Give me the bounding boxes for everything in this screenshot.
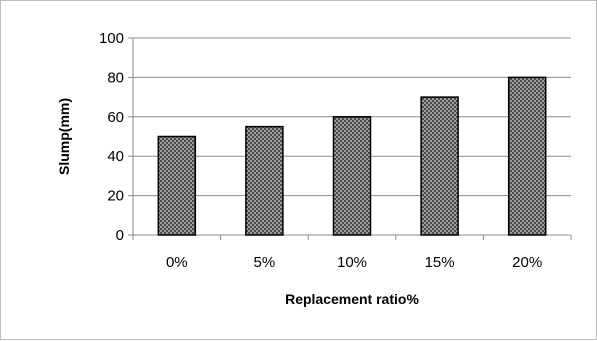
y-tick-label: 100 [99, 30, 124, 47]
bar-10pct [332, 116, 372, 236]
y-tick-label: 40 [107, 148, 124, 165]
x-tick-label: 0% [166, 254, 188, 271]
x-tick-labels: 0% 5% 10% 15% 20% [166, 254, 542, 271]
y-tick-label: 80 [107, 69, 124, 86]
y-axis-title: Slump(mm) [56, 98, 72, 175]
x-tick-label: 10% [337, 254, 367, 271]
bar-15pct [420, 96, 459, 236]
bars [157, 76, 547, 236]
x-tick-label: 15% [425, 254, 455, 271]
x-tick-label: 20% [512, 254, 542, 271]
bar-0pct [157, 135, 197, 236]
y-tick-label: 0 [116, 227, 124, 244]
x-axis-title: Replacement ratio% [285, 291, 419, 307]
bar-5pct [245, 125, 284, 236]
x-tick-label: 5% [254, 254, 276, 271]
y-tick-labels: 0 20 40 60 80 100 [99, 30, 124, 244]
bar-20pct [507, 76, 547, 236]
y-tick-label: 20 [107, 188, 124, 205]
y-tick-label: 60 [107, 109, 124, 126]
